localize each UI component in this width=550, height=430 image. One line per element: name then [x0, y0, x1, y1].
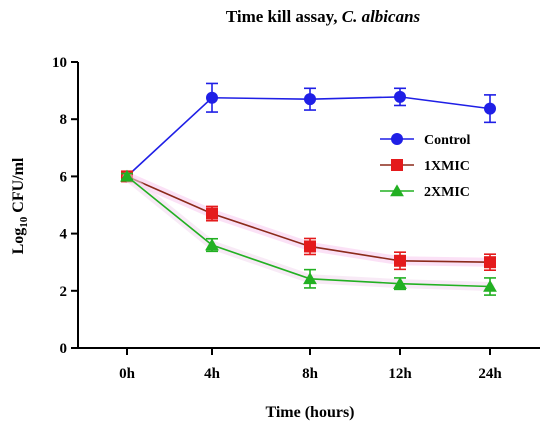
data-point	[206, 91, 218, 104]
y-tick-label: 2	[60, 284, 68, 300]
legend-marker	[391, 159, 403, 171]
data-point	[205, 238, 219, 251]
y-tick-label: 4	[60, 227, 68, 243]
data-point	[206, 207, 218, 220]
legend-label: Control	[424, 133, 471, 148]
x-axis-title: Time (hours)	[265, 404, 354, 421]
legend-item-2xmic: 2XMIC	[380, 184, 470, 200]
y-axis-title-prefix: Log	[10, 228, 27, 255]
y-axis-title-subscript: 10	[18, 216, 30, 228]
y-tick-label: 6	[60, 169, 68, 185]
x-tick-label: 12h	[388, 366, 412, 382]
x-tick-label: 24h	[478, 366, 502, 382]
legend-marker	[391, 133, 403, 145]
chart-title: Time kill assay, C. albicans	[226, 7, 421, 26]
y-tick-label: 8	[60, 112, 68, 128]
x-tick-label: 8h	[302, 366, 319, 382]
x-tick-label: 0h	[119, 366, 136, 382]
legend-item-1xmic: 1XMIC	[380, 159, 470, 174]
legend-marker	[390, 184, 404, 197]
legend-item-control: Control	[380, 133, 471, 148]
y-tick-label: 10	[52, 55, 67, 71]
data-point	[120, 169, 134, 182]
y-axis-title-suffix: CFU/ml	[10, 157, 27, 217]
data-point	[304, 93, 316, 106]
series-2xmic	[120, 169, 497, 296]
data-point	[484, 102, 496, 115]
data-point	[394, 254, 406, 267]
chart-title-organism: C. albicans	[342, 7, 421, 26]
data-point	[304, 240, 316, 253]
legend-label: 2XMIC	[424, 185, 470, 200]
data-point	[303, 272, 317, 285]
axes: 0 2 4 6 8 10 0h 4h 8h 12h 24h	[52, 55, 540, 382]
y-axis-title: Log10 CFU/ml	[10, 157, 30, 254]
series-layer	[120, 82, 497, 296]
y-tick-label: 0	[60, 341, 68, 357]
legend: Control 1XMIC 2XMIC	[380, 133, 471, 200]
legend-label: 1XMIC	[424, 159, 470, 174]
data-point	[483, 279, 497, 292]
x-tick-label: 4h	[204, 366, 221, 382]
series-1xmic	[121, 170, 496, 272]
data-point	[393, 277, 407, 289]
data-point	[484, 256, 496, 269]
data-point	[394, 90, 406, 103]
chart-title-text: Time kill assay,	[226, 7, 342, 26]
